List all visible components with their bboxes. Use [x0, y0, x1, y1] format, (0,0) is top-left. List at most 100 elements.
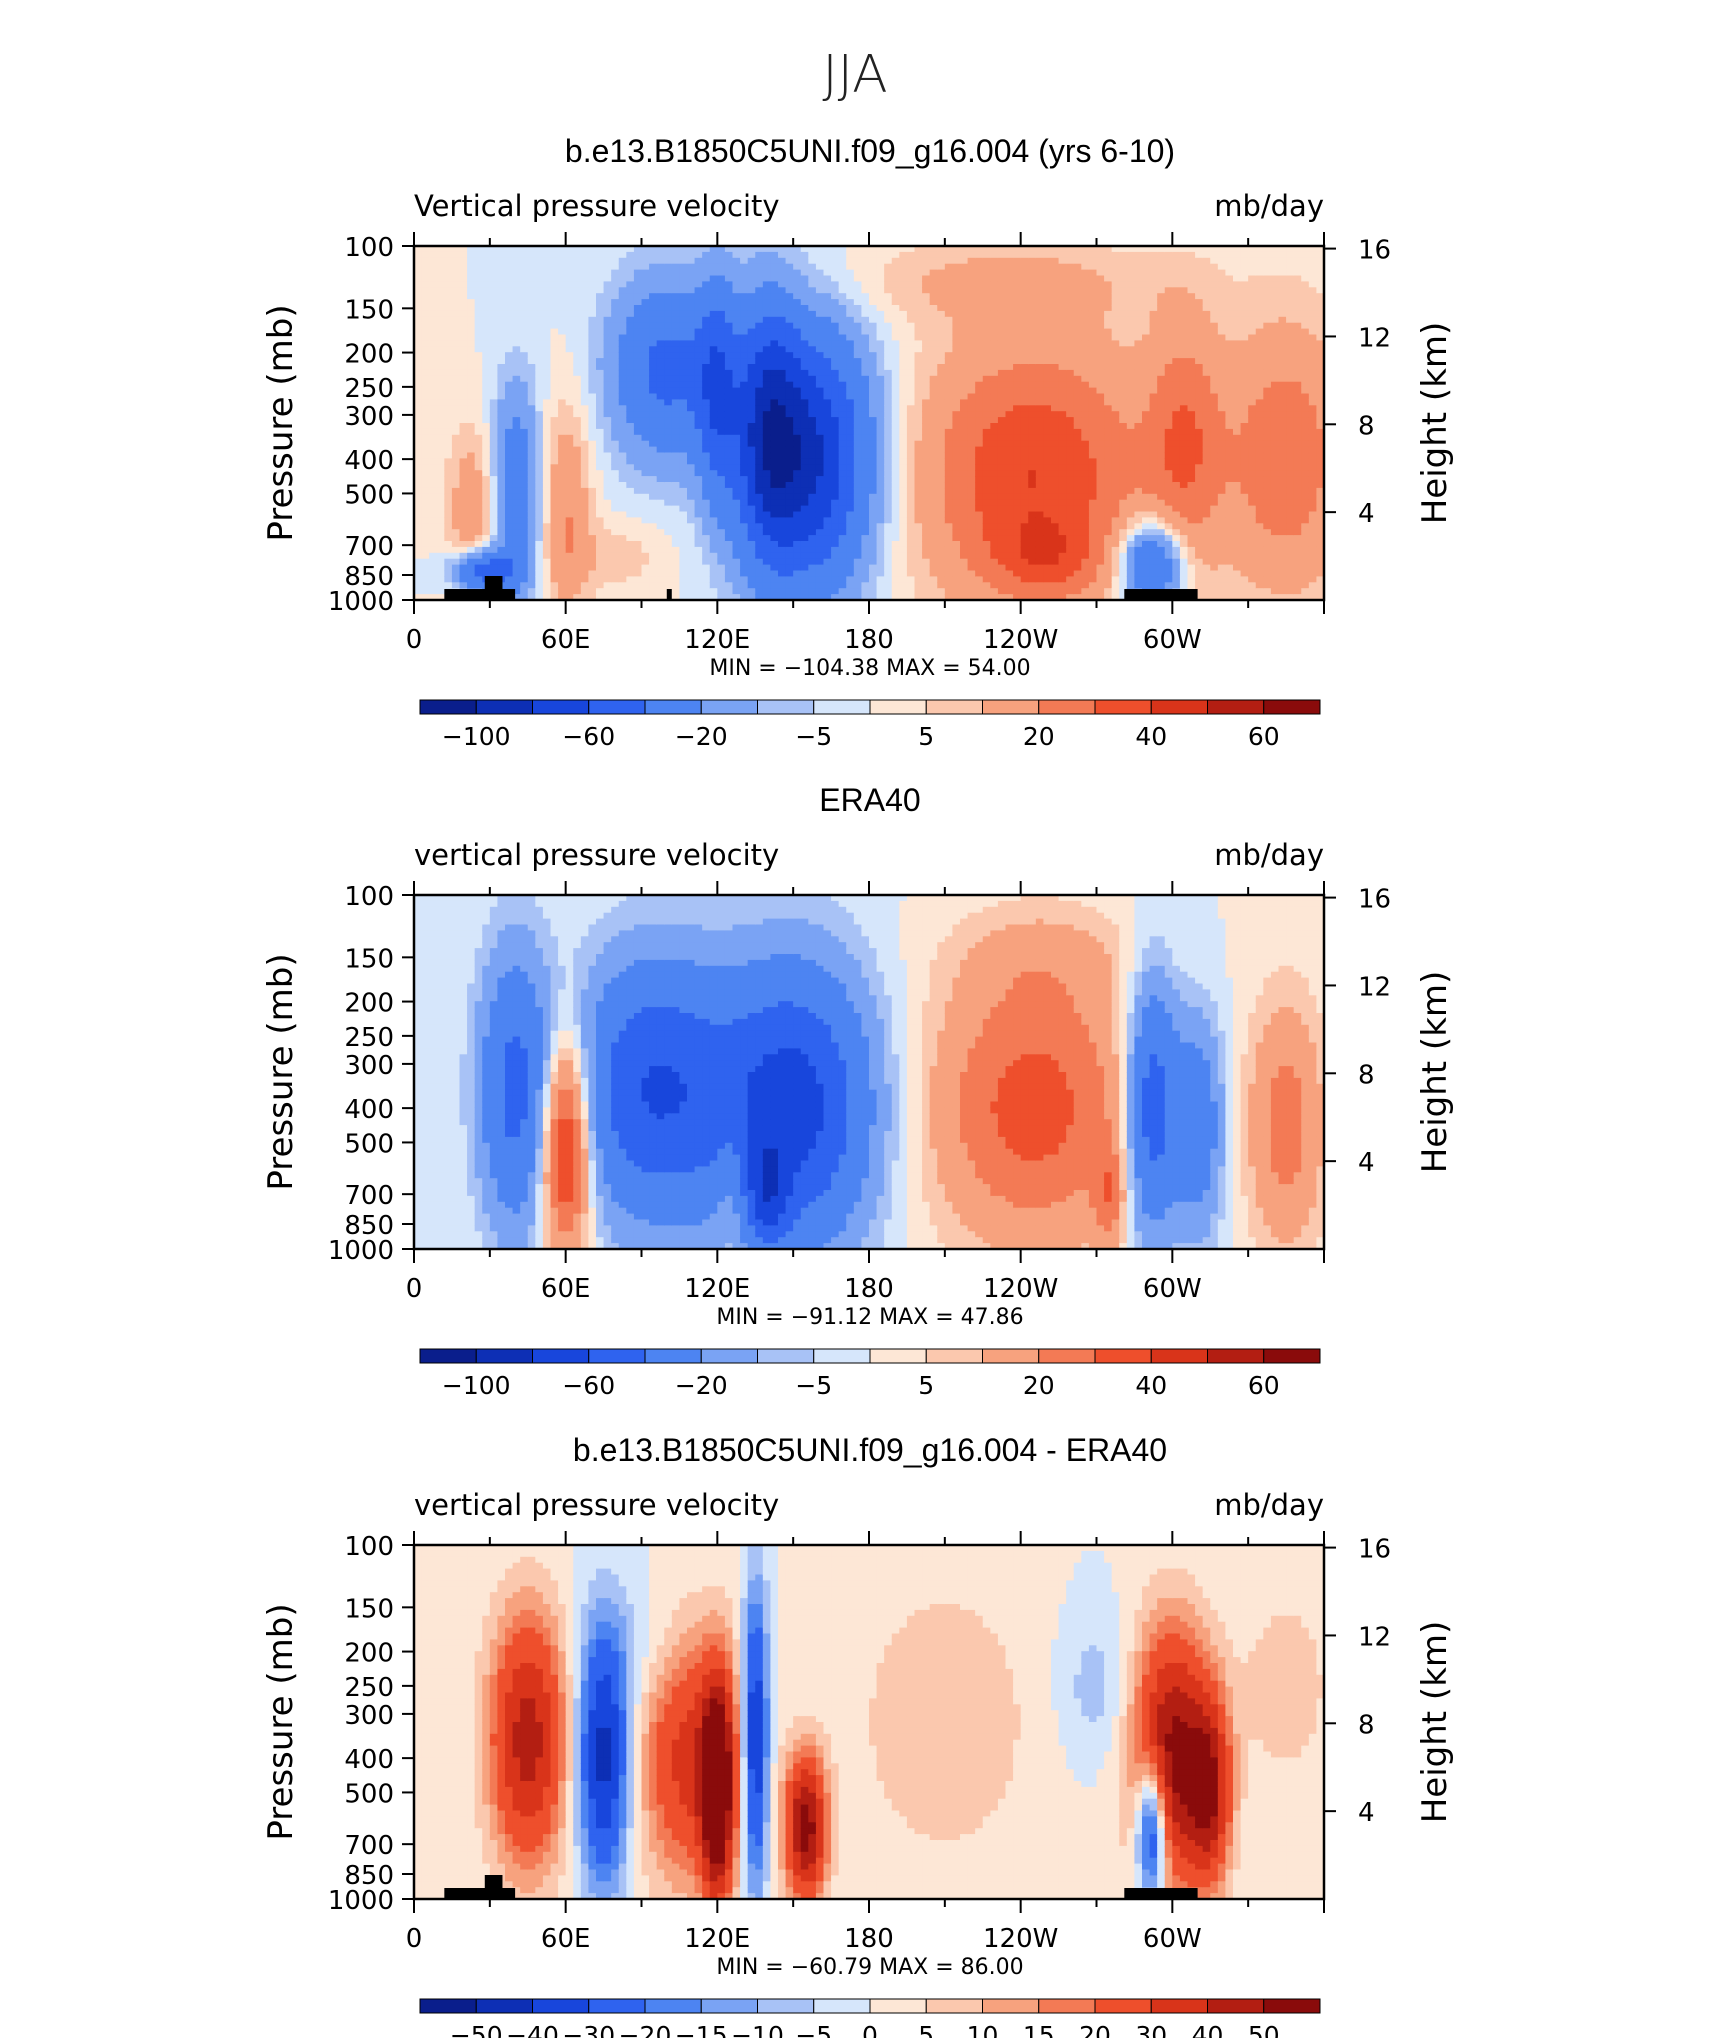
heatmap-cell — [869, 405, 878, 412]
heatmap-cell — [1005, 287, 1014, 294]
heatmap-cell — [482, 281, 491, 288]
heatmap-cell — [770, 487, 779, 495]
heatmap-cell — [702, 340, 711, 347]
heatmap-cell — [611, 310, 620, 318]
heatmap-cell — [573, 405, 582, 412]
heatmap-cell — [929, 452, 938, 459]
heatmap-cell — [982, 464, 991, 471]
heatmap-cell — [421, 305, 430, 312]
heatmap-cell — [467, 399, 476, 406]
heatmap-cell — [527, 275, 536, 282]
heatmap-cell — [489, 535, 499, 542]
heatmap-cell — [899, 275, 908, 282]
heatmap-cell — [633, 263, 643, 271]
heatmap-cell — [846, 499, 855, 507]
heatmap-cell — [542, 316, 552, 324]
heatmap-cell — [414, 375, 423, 383]
heatmap-cell — [671, 423, 681, 430]
heatmap-cell — [906, 470, 916, 477]
heatmap-cell — [626, 287, 635, 294]
heatmap-cell — [679, 251, 688, 259]
heatmap-cell — [914, 523, 923, 530]
heatmap-cell — [831, 387, 840, 395]
heatmap-cell — [679, 470, 688, 477]
heatmap-cell — [952, 511, 961, 518]
heatmap-cell — [1013, 464, 1022, 471]
heatmap-cell — [740, 564, 749, 572]
heatmap-cell — [906, 517, 916, 524]
heatmap-cell — [952, 346, 961, 353]
heatmap-cell — [664, 511, 673, 518]
heatmap-cell — [626, 529, 635, 536]
heatmap-cell — [724, 334, 734, 341]
heatmap-cell — [1005, 546, 1014, 554]
heatmap-cell — [831, 358, 840, 365]
heatmap-cell — [914, 546, 923, 554]
heatmap-cell — [451, 369, 461, 377]
heatmap-cell — [724, 440, 734, 448]
heatmap-cell — [489, 251, 499, 259]
heatmap-cell — [815, 493, 825, 501]
heatmap-cell — [512, 517, 521, 524]
heatmap-cell — [724, 251, 734, 259]
heatmap-cell — [527, 269, 536, 277]
heatmap-cell — [944, 310, 954, 318]
heatmap-cell — [891, 275, 900, 282]
heatmap-cell — [876, 381, 885, 389]
heatmap-cell — [922, 399, 931, 406]
heatmap-cell — [831, 552, 840, 560]
heatmap-cell — [982, 523, 991, 530]
heatmap-cell — [474, 541, 483, 548]
heatmap-cell — [990, 564, 999, 572]
heatmap-cell — [641, 470, 650, 477]
heatmap-cell — [922, 517, 931, 524]
heatmap-cell — [762, 570, 772, 577]
heatmap-cell — [914, 275, 923, 282]
heatmap-cell — [929, 346, 938, 353]
heatmap-cell — [899, 582, 908, 589]
heatmap-cell — [967, 440, 976, 448]
heatmap-cell — [709, 246, 718, 253]
heatmap-cell — [505, 393, 514, 400]
heatmap-cell — [724, 263, 734, 271]
heatmap-cell — [535, 246, 544, 253]
heatmap-cell — [596, 564, 605, 572]
heatmap-cell — [527, 446, 536, 454]
heatmap-cell — [474, 511, 483, 518]
heatmap-cell — [861, 499, 870, 507]
heatmap-cell — [429, 263, 438, 271]
heatmap-cell — [914, 310, 923, 318]
heatmap-cell — [694, 476, 703, 483]
heatmap-cell — [1043, 257, 1052, 265]
heatmap-cell — [967, 482, 976, 489]
heatmap-cell — [1020, 440, 1029, 448]
heatmap-cell — [960, 428, 969, 436]
heatmap-cell — [451, 493, 461, 501]
heatmap-cell — [489, 452, 499, 459]
heatmap-cell — [535, 511, 544, 518]
heatmap-cell — [1035, 369, 1045, 377]
heatmap-cell — [884, 434, 893, 442]
heatmap-cell — [861, 405, 870, 412]
heatmap-cell — [846, 246, 855, 253]
heatmap-cell — [1013, 328, 1022, 336]
heatmap-cell — [527, 505, 536, 513]
heatmap-cell — [709, 428, 718, 436]
heatmap-cell — [429, 582, 438, 589]
heatmap-cell — [861, 417, 870, 424]
heatmap-cell — [914, 369, 923, 377]
heatmap-cell — [815, 558, 825, 566]
heatmap-cell — [414, 358, 423, 365]
heatmap-cell — [952, 387, 961, 395]
heatmap-cell — [732, 405, 741, 412]
heatmap-cell — [975, 576, 984, 583]
heatmap-cell — [1028, 564, 1037, 572]
heatmap-cell — [990, 287, 999, 294]
heatmap-cell — [990, 275, 999, 282]
heatmap-cell — [861, 381, 870, 389]
heatmap-cell — [687, 428, 696, 436]
heatmap-cell — [808, 535, 817, 542]
heatmap-cell — [1020, 487, 1029, 495]
heatmap-cell — [724, 594, 734, 601]
heatmap-cell — [778, 487, 787, 495]
